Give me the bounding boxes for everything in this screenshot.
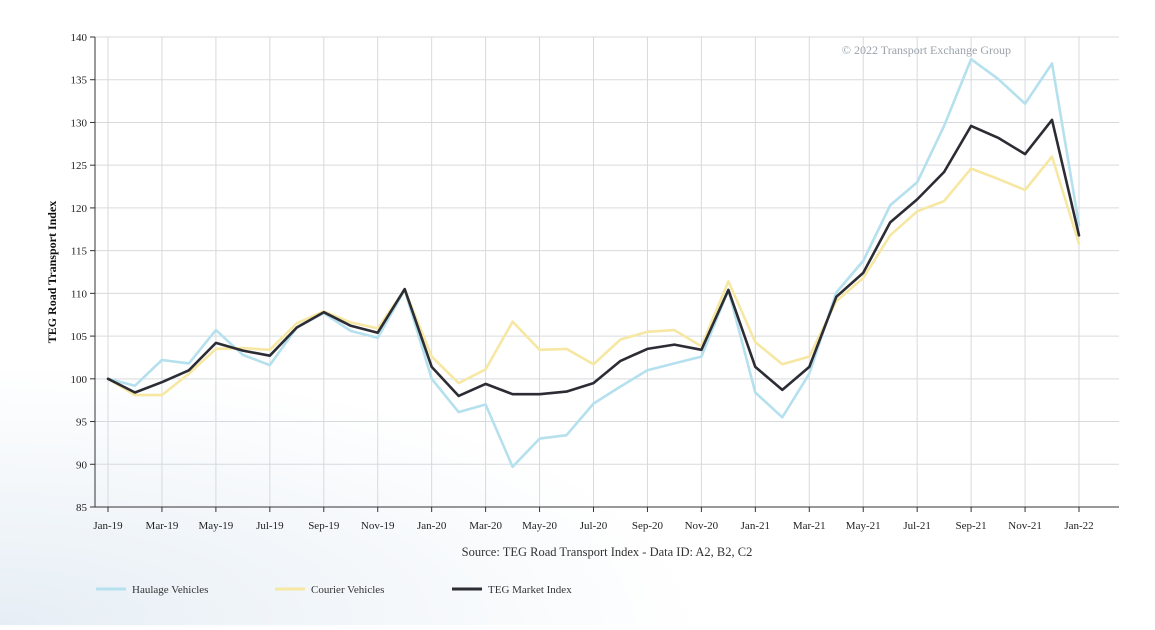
x-tick-label: May-21: [846, 520, 881, 532]
y-tick-label: 125: [71, 160, 88, 172]
y-tick-label: 110: [71, 288, 88, 300]
x-tick-label: Jan-22: [1064, 520, 1093, 532]
x-tick-label: May-20: [522, 520, 557, 532]
y-tick-label: 100: [71, 374, 88, 386]
legend-label-haulage-vehicles: Haulage Vehicles: [132, 584, 208, 596]
legend-label-courier-vehicles: Courier Vehicles: [311, 584, 384, 596]
x-tick-label: Jan-20: [417, 520, 447, 532]
y-tick-label: 95: [76, 417, 88, 429]
y-tick-label: 130: [71, 117, 88, 129]
series-line-courier-vehicles: [106, 155, 1081, 397]
grid: [95, 36, 1119, 507]
x-tick-label: Jul-19: [256, 520, 284, 532]
series-lines: [106, 57, 1081, 469]
y-tick-label: 140: [71, 32, 88, 44]
x-tick-label: Jul-21: [903, 520, 931, 532]
y-tick-label: 115: [71, 246, 88, 258]
series-line-teg-market-index: [106, 118, 1081, 398]
y-tick-label: 85: [76, 502, 88, 514]
legend: Haulage Vehicles Courier Vehicles TEG Mark…: [96, 584, 572, 596]
watermark: © 2022 Transport Exchange Group: [842, 43, 1011, 57]
y-tick-labels: 85 90 95 100 105 110 115 120 125 130 135 140: [71, 32, 88, 514]
x-tick-label: Sep-20: [632, 520, 664, 532]
x-tick-label: Mar-19: [146, 520, 179, 532]
x-tick-label: Sep-19: [308, 520, 340, 532]
x-tick-label: Nov-19: [361, 520, 395, 532]
legend-label-teg-market-index: TEG Market Index: [488, 584, 572, 596]
series-line-haulage-vehicles: [106, 57, 1081, 469]
x-tick-label: Nov-20: [685, 520, 719, 532]
x-axis-label: Source: TEG Road Transport Index - Data …: [462, 545, 753, 559]
x-tick-label: Nov-21: [1008, 520, 1042, 532]
x-tick-labels: Jan-19 Mar-19 May-19 Jul-19 Sep-19 Nov-19 Jan-…: [93, 520, 1093, 532]
y-tick-label: 135: [71, 75, 88, 87]
y-tick-label: 105: [71, 331, 88, 343]
x-tick-label: Mar-21: [793, 520, 826, 532]
x-tick-label: Jan-19: [93, 520, 123, 532]
x-tick-label: Sep-21: [956, 520, 987, 532]
y-tick-label: 90: [76, 459, 88, 471]
axes: [90, 36, 1119, 512]
x-tick-label: May-19: [198, 520, 233, 532]
x-tick-label: Jul-20: [580, 520, 608, 532]
y-tick-label: 120: [71, 203, 88, 215]
y-axis-label: TEG Road Transport Index: [45, 201, 59, 344]
x-tick-label: Mar-20: [469, 520, 502, 532]
x-tick-label: Jan-21: [741, 520, 770, 532]
